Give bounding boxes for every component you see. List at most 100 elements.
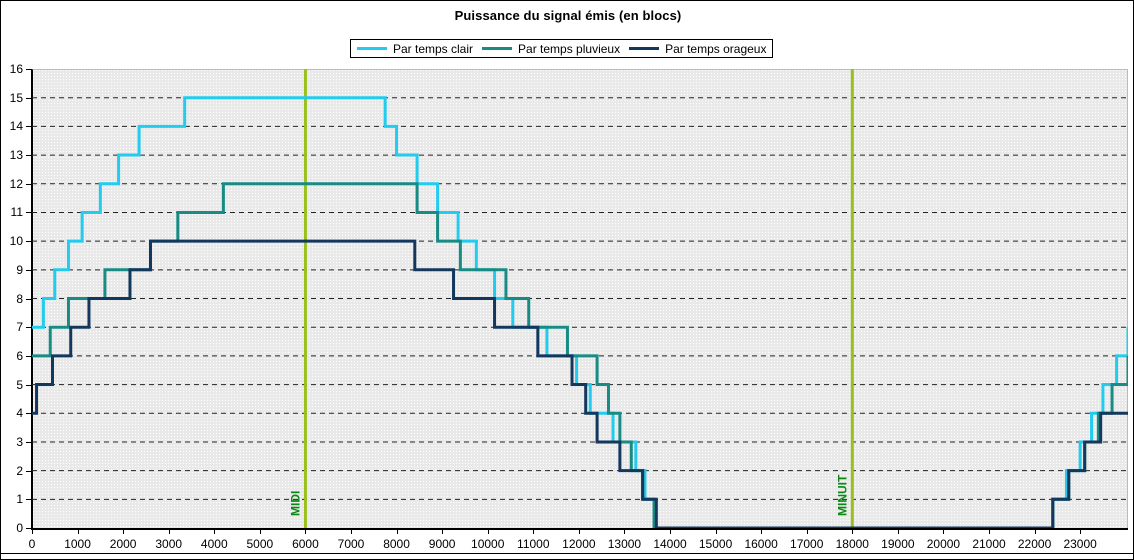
x-tick — [761, 528, 763, 534]
y-tick-label: 5 — [16, 377, 23, 392]
x-tick — [533, 528, 535, 534]
y-tick — [26, 327, 32, 329]
y-tick — [26, 212, 32, 214]
x-tick-label: 8000 — [383, 537, 410, 551]
x-tick-label: 11000 — [517, 537, 550, 551]
y-tick-label: 7 — [16, 320, 23, 335]
x-tick-label: 9000 — [428, 537, 456, 551]
x-tick-label: 18000 — [835, 537, 869, 551]
legend-item-3: Par temps orageux — [629, 43, 766, 55]
x-tick-label: 4000 — [200, 537, 228, 551]
x-tick-label: 7000 — [337, 537, 365, 551]
y-tick-label: 1 — [16, 492, 23, 507]
x-tick-label: 1000 — [64, 537, 91, 551]
x-tick-label: 6000 — [292, 537, 319, 551]
y-tick — [26, 441, 32, 443]
legend-item-label: Par temps pluvieux — [518, 41, 621, 56]
x-tick-label: 17000 — [790, 537, 824, 551]
chart-legend: Par temps clair Par temps pluvieux Par tem… — [350, 39, 774, 58]
legend-item-1: Par temps clair — [357, 43, 473, 55]
page-title: Puissance du signal émis (en blocs) — [454, 8, 682, 23]
legend-swatch-icon — [629, 47, 660, 50]
y-tick-label: 4 — [16, 406, 23, 421]
legend-swatch-icon — [482, 47, 513, 50]
y-tick-label: 2 — [16, 463, 23, 478]
y-tick — [26, 470, 32, 472]
x-tick — [487, 528, 489, 534]
x-tick — [442, 528, 444, 534]
x-tick — [670, 528, 671, 534]
x-tick-label: 15000 — [698, 537, 733, 551]
y-tick-label: 10 — [9, 234, 23, 249]
x-tick-label: 20000 — [926, 537, 961, 551]
marker-label-minuit: MINUIT — [835, 474, 849, 516]
x-tick-label: 3000 — [155, 537, 183, 551]
x-tick-label: 23000 — [1063, 537, 1097, 551]
x-tick — [305, 528, 307, 534]
x-tick — [578, 528, 580, 534]
y-tick — [26, 384, 32, 386]
x-tick — [943, 528, 945, 534]
y-tick-label: 16 — [9, 62, 23, 76]
y-tick — [26, 298, 32, 300]
plot-area: MIDI MINUIT — [32, 69, 1128, 528]
y-tick — [26, 413, 32, 415]
x-tick — [806, 528, 808, 534]
plot-canvas: MIDI MINUIT — [32, 69, 1128, 528]
x-tick — [32, 528, 33, 534]
x-tick-label: 19000 — [881, 537, 915, 551]
y-tick-label: 3 — [16, 434, 23, 449]
x-tick — [259, 528, 261, 534]
y-tick-label: 12 — [9, 176, 23, 191]
y-tick-label: 9 — [16, 262, 23, 277]
x-tick-label: 5000 — [246, 537, 274, 551]
y-tick — [26, 126, 32, 128]
y-tick-label: 11 — [10, 205, 23, 220]
x-tick — [1034, 528, 1036, 534]
x-tick — [77, 528, 79, 534]
marker-label-midi: MIDI — [288, 491, 302, 516]
x-tick — [1080, 528, 1082, 534]
y-tick-label: 13 — [9, 148, 23, 163]
y-tick-label: 6 — [16, 348, 23, 363]
y-tick-label: 8 — [16, 291, 23, 306]
legend-item-label: Par temps orageux — [665, 41, 767, 56]
y-tick — [26, 69, 32, 70]
x-tick-label: 14000 — [653, 537, 687, 551]
y-tick-label: 14 — [9, 119, 23, 134]
x-tick — [715, 528, 717, 534]
x-tick-label: 13000 — [607, 537, 642, 551]
y-tick — [26, 355, 32, 357]
x-tick — [396, 528, 398, 534]
x-tick — [852, 528, 854, 534]
y-tick — [26, 155, 32, 157]
legend-swatch-icon — [357, 47, 387, 50]
figure-footer-rule — [1, 553, 1134, 554]
y-tick-label: 15 — [9, 90, 23, 105]
x-tick-label: 2000 — [109, 537, 137, 551]
series-line-1 — [32, 96, 1128, 528]
x-tick — [897, 528, 899, 534]
y-tick — [26, 97, 32, 99]
x-tick-label: 10000 — [471, 537, 505, 551]
x-tick — [123, 528, 125, 534]
x-tick-label: 16000 — [744, 537, 778, 551]
x-tick — [214, 528, 216, 534]
x-tick-label: 21000 — [972, 537, 1006, 551]
x-tick — [351, 528, 352, 534]
x-tick-label: 22000 — [1017, 537, 1052, 551]
legend-item-2: Par temps pluvieux — [482, 43, 620, 55]
y-tick — [26, 183, 32, 185]
x-tick-label: 0 — [28, 537, 36, 551]
x-tick — [168, 528, 170, 534]
x-tick-label: 12000 — [562, 537, 596, 551]
y-tick — [26, 269, 32, 271]
x-tick — [624, 528, 626, 534]
legend-item-label: Par temps clair — [393, 41, 474, 56]
series-line-3 — [32, 239, 1128, 528]
y-tick-label: 0 — [16, 521, 23, 535]
x-tick — [989, 528, 990, 534]
y-tick — [26, 499, 32, 501]
y-tick — [26, 528, 32, 529]
